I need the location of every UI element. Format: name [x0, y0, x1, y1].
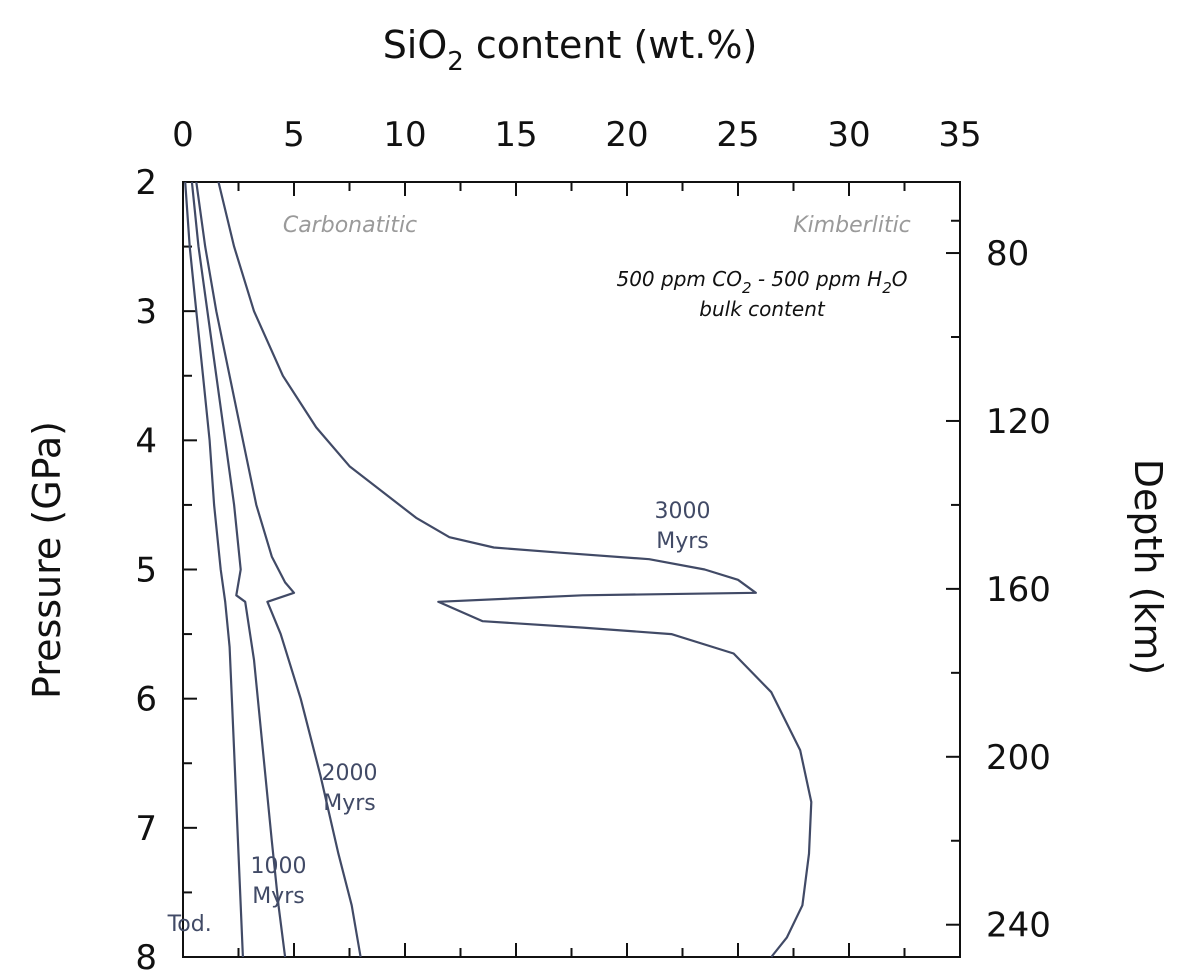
curve-label: Tod.: [167, 912, 212, 937]
tick-labels: 0 5 10 15 20 25 30 35 2 3 4 5 6 7 8 80 120 160 200 240: [135, 115, 1051, 974]
y-axis-title: Pressure (GPa): [25, 421, 69, 699]
y-tick-label: 2: [135, 163, 157, 203]
x-tick-label: 15: [494, 115, 537, 155]
y2-tick-label: 240: [986, 906, 1051, 946]
region-label-kimberlitic: Kimberlitic: [793, 213, 911, 238]
y-tick-label: 6: [135, 680, 157, 720]
curve-4: [217, 181, 813, 958]
y2-axis-title: Depth (km): [1126, 459, 1170, 676]
bulk-content-note-line2: bulk content: [699, 297, 826, 321]
x-axis-title: SiO2 content (wt.%): [383, 23, 758, 77]
curve-label: 1000: [250, 854, 306, 879]
x-tick-label: 25: [716, 115, 759, 155]
x-tick-label: 30: [827, 115, 870, 155]
plot-frame: [182, 181, 961, 958]
axis-ticks: [182, 181, 961, 958]
y-tick-label: 7: [135, 809, 157, 849]
curve-2: [190, 181, 287, 958]
y2-tick-label: 120: [986, 402, 1051, 442]
curve-labels: Tod. 1000 Myrs 2000 Myrs 3000 Myrs: [167, 499, 711, 937]
y-tick-label: 3: [135, 292, 157, 332]
y2-tick-label: 160: [986, 570, 1051, 610]
x-tick-label: 35: [938, 115, 981, 155]
y-tick-label: 5: [135, 551, 157, 591]
y2-tick-label: 80: [986, 234, 1029, 274]
y-tick-label: 8: [135, 938, 157, 974]
curve-label: 2000: [322, 761, 378, 786]
x-tick-label: 10: [383, 115, 426, 155]
curve-label: Myrs: [252, 884, 305, 909]
x-tick-label: 20: [605, 115, 648, 155]
x-tick-label: 5: [283, 115, 305, 155]
curve-1: [184, 181, 244, 958]
curve-label: Myrs: [656, 529, 709, 554]
curve-3: [195, 181, 362, 958]
x-tick-label: 0: [172, 115, 194, 155]
region-label-carbonatitic: Carbonatitic: [283, 213, 417, 238]
curve-label: Myrs: [323, 791, 376, 816]
curve-label: 3000: [655, 499, 711, 524]
y-tick-label: 4: [135, 421, 157, 461]
bulk-content-note-line1: 500 ppm CO2 - 500 ppm H2O: [616, 267, 907, 297]
curves: [184, 181, 813, 958]
y2-tick-label: 200: [986, 738, 1051, 778]
